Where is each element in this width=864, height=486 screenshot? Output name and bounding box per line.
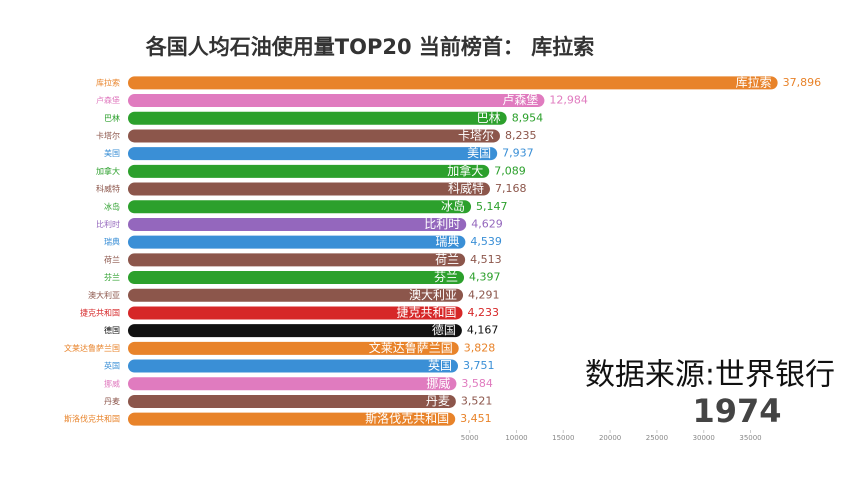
y-tick-label: 冰岛	[104, 201, 120, 211]
bar-name: 文莱达鲁萨兰国	[369, 340, 453, 355]
bar	[128, 200, 472, 214]
bar	[128, 412, 456, 426]
y-tick-label: 卡塔尔	[96, 130, 120, 140]
y-tick-label: 挪威	[104, 378, 120, 388]
y-tick-label: 斯洛伐克共和国	[64, 414, 120, 424]
value-label: 7,168	[495, 182, 527, 195]
x-tick-label: 15000	[552, 434, 574, 442]
y-tick-label: 瑞典	[104, 237, 120, 247]
y-tick-label: 卢森堡	[96, 95, 120, 105]
bar	[128, 94, 545, 108]
value-label: 4,513	[470, 253, 502, 266]
value-label: 3,584	[461, 377, 493, 390]
value-label: 5,147	[476, 200, 508, 213]
bar	[128, 341, 459, 355]
value-label: 8,954	[512, 111, 544, 124]
x-tick-label: 20000	[599, 434, 621, 442]
value-label: 3,521	[461, 394, 493, 407]
x-tick-label: 30000	[693, 434, 715, 442]
bar-name: 卢森堡	[502, 92, 538, 107]
y-tick-label: 丹麦	[104, 396, 120, 406]
value-label: 7,089	[494, 164, 526, 177]
value-label: 12,984	[549, 94, 588, 107]
y-tick-label: 捷克共和国	[80, 307, 120, 317]
bar	[128, 377, 457, 391]
value-label: 3,828	[464, 341, 496, 354]
y-tick-label: 加拿大	[96, 166, 120, 176]
bar	[128, 129, 500, 143]
bar-name: 英国	[428, 359, 452, 373]
x-tick-label: 35000	[739, 434, 761, 442]
y-tick-label: 德国	[104, 325, 120, 335]
y-tick-label: 澳大利亚	[88, 290, 120, 300]
bar-name: 德国	[432, 322, 456, 337]
bar	[128, 76, 778, 90]
bar-name: 比利时	[424, 217, 460, 231]
bar	[128, 217, 467, 231]
bar-name: 库拉索	[736, 74, 772, 89]
bar-name: 荷兰	[435, 252, 459, 266]
bar-name: 科威特	[448, 181, 484, 196]
value-label: 4,291	[468, 288, 500, 301]
bar	[128, 164, 490, 178]
bar-name: 美国	[467, 146, 491, 160]
bar	[128, 288, 464, 302]
bar	[128, 306, 463, 320]
x-tick-label: 25000	[646, 434, 668, 442]
source-note: 数据来源:世界银行	[585, 358, 835, 393]
y-tick-label: 科威特	[96, 184, 120, 194]
bar-name: 斯洛伐克共和国	[365, 411, 449, 426]
y-tick-label: 巴林	[104, 113, 120, 123]
bar	[128, 182, 490, 196]
bar-name: 巴林	[477, 111, 501, 125]
y-tick-label: 比利时	[96, 219, 120, 229]
y-tick-label: 芬兰	[104, 272, 120, 282]
value-label: 3,751	[463, 359, 495, 372]
bar-name: 澳大利亚	[409, 288, 457, 302]
bar	[128, 235, 466, 249]
bar-name: 加拿大	[447, 163, 483, 178]
bar-name: 瑞典	[435, 235, 459, 249]
value-label: 4,167	[467, 324, 499, 337]
y-tick-label: 文莱达鲁萨兰国	[64, 343, 120, 353]
value-label: 4,629	[471, 217, 503, 230]
y-tick-label: 英国	[104, 361, 120, 371]
bar-name: 丹麦	[426, 394, 450, 408]
value-label: 3,451	[460, 412, 492, 425]
value-label: 7,937	[502, 147, 534, 160]
y-tick-label: 美国	[104, 148, 120, 158]
chart-title: 各国人均石油使用量TOP20 当前榜首： 库拉索	[145, 35, 594, 59]
y-tick-label: 库拉索	[96, 77, 120, 87]
value-label: 4,539	[470, 235, 502, 248]
year-label: 1974	[692, 392, 781, 430]
bar-name: 芬兰	[434, 270, 458, 284]
bar-name: 挪威	[426, 376, 450, 390]
value-label: 37,896	[783, 76, 822, 89]
y-tick-label: 荷兰	[104, 254, 120, 264]
bar	[128, 111, 507, 125]
value-label: 4,233	[468, 306, 500, 319]
x-tick-label: 5000	[461, 434, 479, 442]
bar	[128, 271, 465, 285]
bar-name: 冰岛	[441, 198, 465, 213]
bar	[128, 324, 462, 338]
bar	[128, 253, 466, 267]
bar	[128, 147, 498, 161]
bar-name: 卡塔尔	[458, 127, 494, 142]
value-label: 8,235	[505, 129, 537, 142]
value-label: 4,397	[469, 271, 501, 284]
bar	[128, 359, 458, 373]
bar-name: 捷克共和国	[396, 305, 456, 319]
bar	[128, 394, 456, 408]
x-tick-label: 10000	[505, 434, 527, 442]
